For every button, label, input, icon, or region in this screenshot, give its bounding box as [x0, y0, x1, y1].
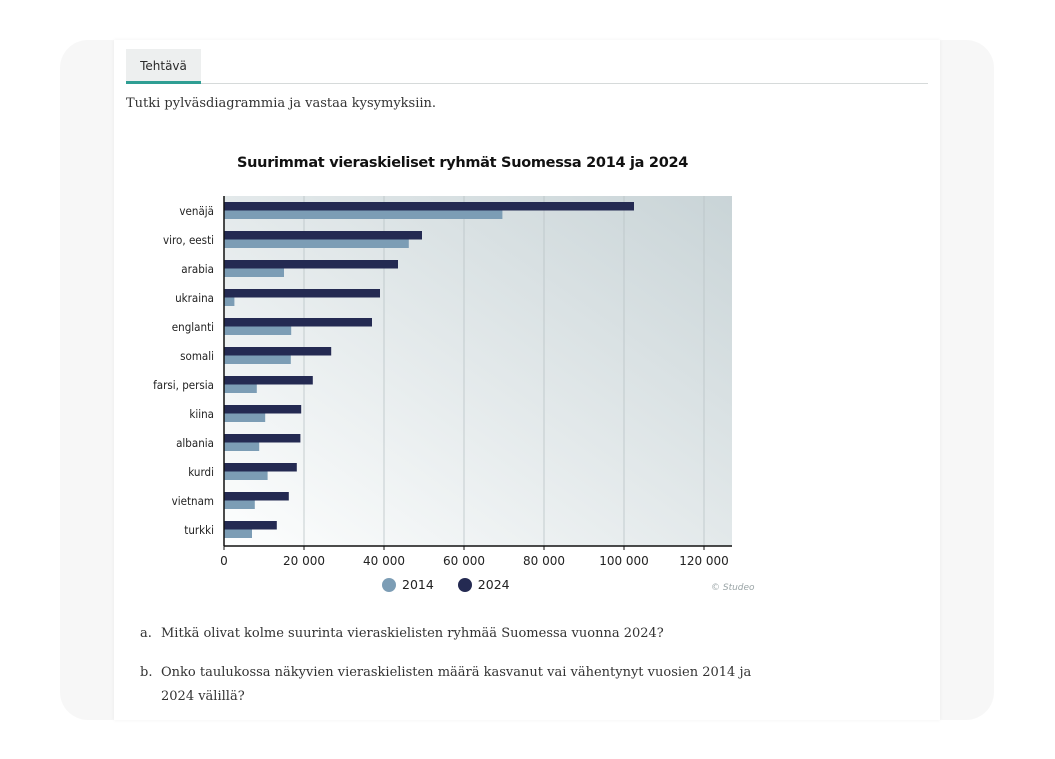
category-label: viro, eesti: [163, 233, 214, 247]
category-label: kiina: [189, 407, 214, 421]
bar-2014: [224, 297, 235, 306]
bar-2014: [224, 471, 268, 480]
bar-2014: [224, 210, 503, 219]
category-label: farsi, persia: [153, 378, 214, 392]
category-label: albania: [176, 436, 214, 450]
bar-chart: 0 20 000 40 000 60 000 80 000 100 000 120 000 v…: [153, 196, 732, 568]
chart-title: Suurimmat vieraskieliset ryhmät Suomessa…: [237, 155, 689, 171]
category-label: ukraina: [175, 291, 214, 305]
x-tick-label: 120 000: [679, 554, 729, 568]
question-b-letter: b.: [140, 665, 153, 680]
question-a-letter: a.: [140, 626, 152, 641]
category-label: venäjä: [179, 204, 214, 218]
bar-2024: [224, 521, 277, 530]
legend-label-2014: 2014: [402, 577, 434, 592]
category-label: englanti: [172, 320, 214, 334]
bar-2024: [224, 260, 398, 269]
category-label: kurdi: [188, 465, 214, 479]
bar-2024: [224, 202, 634, 211]
instruction-text: Tutki pylväsdiagrammia ja vastaa kysymyk…: [126, 96, 437, 111]
bar-2014: [224, 384, 257, 393]
category-label: turkki: [184, 523, 214, 537]
bar-2014: [224, 500, 255, 509]
legend-item-2024: 2024: [457, 577, 510, 592]
bar-2024: [224, 318, 372, 327]
bar-2014: [224, 326, 292, 335]
bar-2024: [224, 434, 301, 443]
x-tick-label: 20 000: [283, 554, 325, 568]
question-b-text: Onko taulukossa näkyvien vieraskielisten…: [161, 665, 752, 704]
x-tick-label: 0: [220, 554, 228, 568]
bar-2014: [224, 355, 291, 364]
x-tick-label: 60 000: [443, 554, 485, 568]
bar-2024: [224, 376, 313, 385]
category-label: arabia: [181, 262, 214, 276]
category-label: somali: [180, 349, 214, 363]
bar-2024: [224, 289, 380, 298]
bar-2024: [224, 463, 297, 472]
question-a: a. Mitkä olivat kolme suurinta vieraskie…: [140, 622, 780, 646]
legend-swatch-2014: [382, 578, 396, 592]
x-tick-label: 40 000: [363, 554, 405, 568]
bar-2014: [224, 239, 409, 248]
bar-2024: [224, 231, 422, 240]
bar-2024: [224, 405, 302, 414]
chart-legend: 2014 2024: [382, 577, 530, 592]
tab-tehtava[interactable]: Tehtävä: [126, 49, 201, 84]
x-tick-label: 100 000: [599, 554, 649, 568]
bar-2014: [224, 413, 266, 422]
chart-credit: © Studeo: [711, 583, 755, 593]
legend-swatch-2024: [457, 578, 472, 592]
bar-2014: [224, 268, 284, 277]
category-label: vietnam: [172, 494, 214, 508]
legend-item-2014: 2014: [382, 577, 434, 592]
bar-2014: [224, 529, 252, 538]
bar-2024: [224, 492, 289, 501]
bar-2014: [224, 442, 260, 451]
legend-label-2024: 2024: [477, 577, 510, 592]
bar-2024: [224, 347, 332, 356]
tab-bar: Tehtävä: [126, 49, 928, 84]
question-a-text: Mitkä olivat kolme suurinta vieraskielis…: [161, 626, 664, 641]
x-tick-label: 80 000: [523, 554, 565, 568]
plot-area: [224, 196, 732, 546]
question-b: b. Onko taulukossa näkyvien vieraskielis…: [140, 661, 780, 709]
